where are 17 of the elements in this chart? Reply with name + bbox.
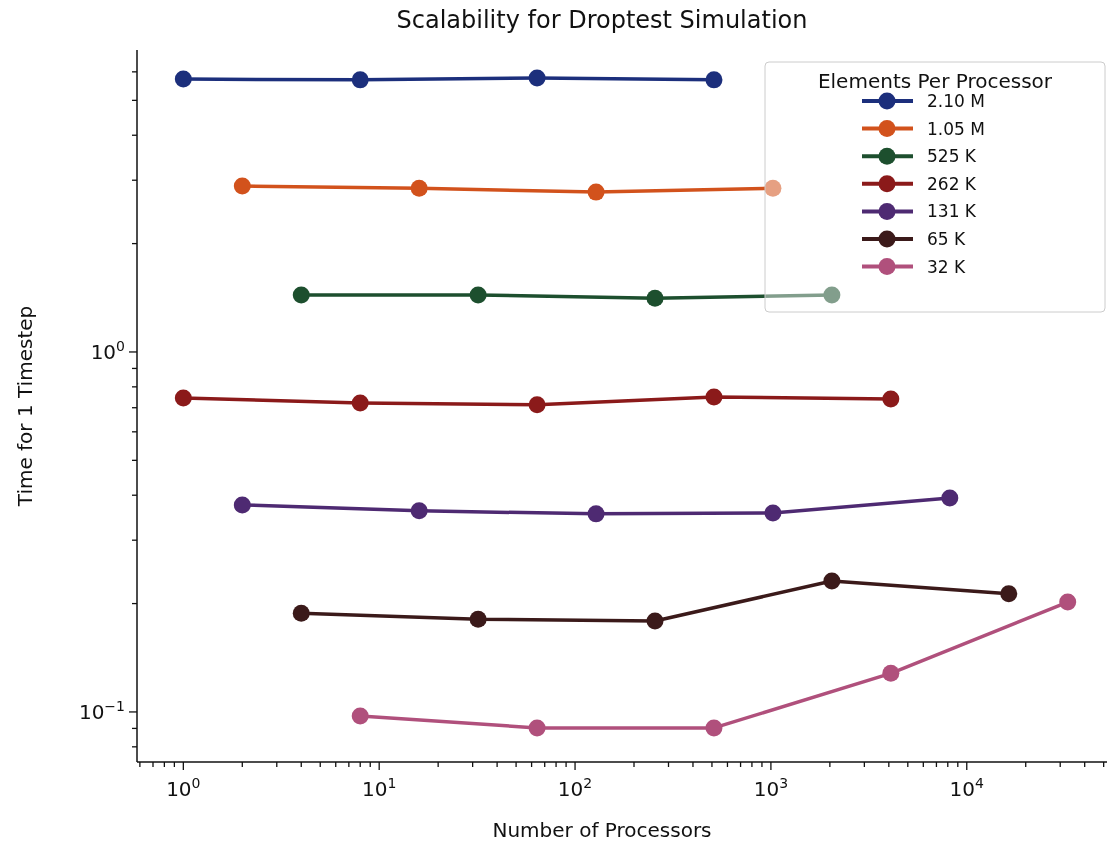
legend-label: 131 K	[927, 201, 977, 222]
legend-label: 2.10 M	[927, 91, 985, 111]
x-tick-label: 10$^{4}$	[949, 775, 985, 801]
legend-label: 525 K	[927, 146, 977, 167]
y-axis-title: Time for 1 Timestep	[13, 305, 37, 508]
x-tick-label: 10$^{2}$	[557, 775, 593, 801]
legend-label: 262 K	[927, 173, 977, 194]
y-tick-label: 10$^{−1}$	[78, 697, 125, 724]
x-tick-label: 10$^{1}$	[362, 775, 397, 801]
x-tick-label: 10$^{0}$	[166, 775, 201, 801]
x-tick-label: 10$^{3}$	[753, 775, 789, 801]
chart-title: Scalability for Droptest Simulation	[396, 6, 808, 34]
x-axis-title: Number of Processors	[492, 818, 712, 842]
legend-label: 32 K	[927, 256, 967, 277]
legend-label: 65 K	[927, 229, 967, 249]
legend-label: 1.05 M	[927, 118, 985, 139]
legend-title: Elements Per Processor	[817, 69, 1053, 93]
